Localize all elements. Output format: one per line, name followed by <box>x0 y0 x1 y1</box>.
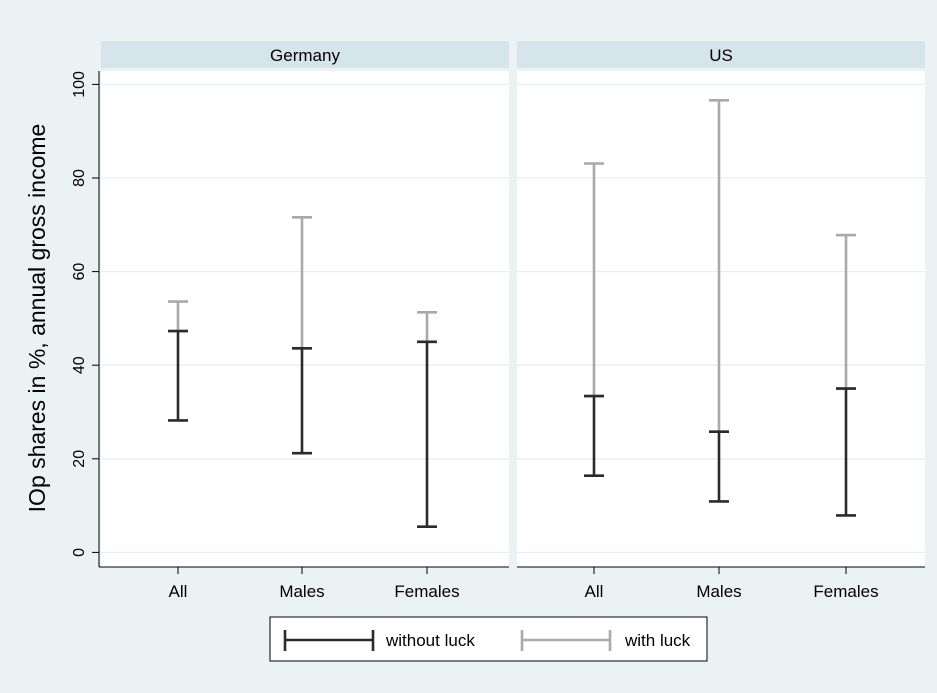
panel-header <box>101 41 509 68</box>
x-tick-label: All <box>585 582 604 601</box>
y-tick-label: 100 <box>71 71 88 98</box>
x-tick-label: Females <box>394 582 459 601</box>
x-tick-label: Females <box>813 582 878 601</box>
y-tick-label: 40 <box>71 356 88 374</box>
y-tick-label: 0 <box>71 548 88 557</box>
x-tick-label: Males <box>279 582 324 601</box>
x-tick-label: All <box>169 582 188 601</box>
panel-us: US All Males Females <box>517 41 925 601</box>
panel-title: Germany <box>270 46 340 65</box>
plot-area <box>517 71 925 567</box>
legend: without luck with luck <box>269 616 708 662</box>
y-axis-title: IOp shares in %, annual gross income <box>24 124 50 513</box>
y-tick-label: 80 <box>71 169 88 187</box>
panel-header <box>517 41 925 68</box>
plot-area <box>101 71 509 567</box>
x-tick-label: Males <box>696 582 741 601</box>
legend-label: without luck <box>385 631 475 650</box>
legend-item-with-luck: with luck <box>520 630 691 651</box>
legend-label: with luck <box>624 631 691 650</box>
panel-title: US <box>709 46 733 65</box>
y-tick-label: 60 <box>71 263 88 281</box>
y-tick-label: 20 <box>71 450 88 468</box>
panel-germany: Germany All Males Females <box>99 41 509 601</box>
legend-item-without-luck: without luck <box>283 630 475 651</box>
